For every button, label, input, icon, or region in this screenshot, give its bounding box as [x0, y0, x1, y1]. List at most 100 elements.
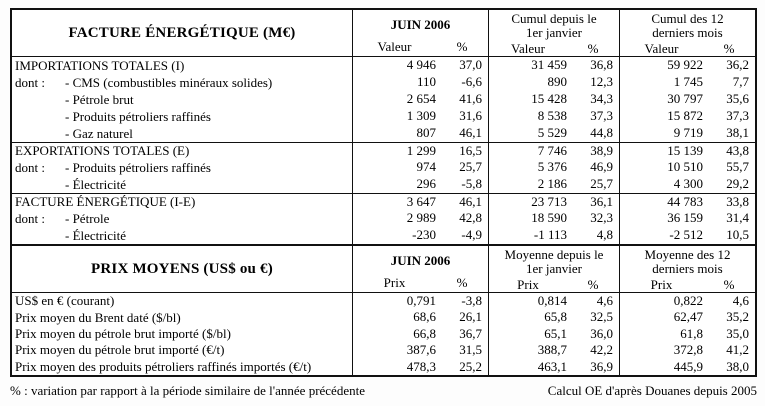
price-cell: 68,6	[413, 309, 436, 325]
value-cell: 7 746	[537, 143, 567, 158]
cell-juin-2006: 974 25,7	[352, 159, 488, 176]
percent-cell: 25,2	[459, 358, 482, 374]
price-cell: 0,814	[537, 293, 567, 308]
percent-cell: 36,2	[726, 57, 749, 72]
source-credit: Calcul OE d'après Douanes depuis 2005	[547, 383, 757, 398]
price-cell: 0,791	[406, 293, 436, 308]
cell-cumul-12-mois: 4 300 29,2	[619, 176, 755, 193]
cell-cumul-12-mois: 30 797 35,6	[619, 91, 755, 108]
table-row: Prix moyen du pétrole brut importé (€/t)…	[12, 342, 755, 359]
percent-definition-note: % : variation par rapport à la période s…	[10, 383, 365, 398]
cell-cumul-12-mois: 10 510 55,7	[619, 159, 755, 176]
percent-cell: 4,6	[732, 293, 749, 308]
subheader-prix: Prix	[383, 275, 406, 290]
value-cell: 3 647	[406, 194, 436, 209]
subheader-percent: %	[456, 39, 468, 54]
percent-cell: 12,3	[590, 74, 613, 89]
table-row: - Gaz naturel 807 46,1 5 529 44,8 9 719 …	[12, 125, 755, 142]
table-row: - Électricité 296 -5,8 2 186 25,7 4 300 …	[12, 176, 755, 193]
cell-juin-2006: 66,8 36,7	[352, 325, 488, 343]
col-group-cumul-janvier: Cumul depuis le 1er janvier Valeur %	[488, 10, 619, 56]
col-subheaders: Valeur %	[620, 41, 755, 56]
percent-cell: 32,5	[590, 309, 613, 325]
cell-cumul-janvier: -1 113 4,8	[488, 227, 619, 244]
cell-juin-2006: 387,6 31,5	[352, 342, 488, 359]
value-cell: 10 510	[667, 159, 703, 174]
row-label-cell: - Pétrole brut	[12, 91, 352, 108]
row-label: Prix moyen des produits pétroliers raffi…	[15, 358, 312, 374]
percent-cell: 31,5	[459, 342, 482, 358]
price-cell: 65,8	[544, 309, 567, 325]
percent-cell: 7,7	[732, 74, 749, 89]
average-prices-table: PRIX MOYENS (US$ ou €) JUIN 2006 Prix % …	[12, 244, 755, 375]
price-cell: 372,8	[673, 342, 703, 358]
cell-juin-2006: 0,791 -3,8	[352, 293, 488, 310]
cell-moyenne-janvier: 65,1 36,0	[488, 325, 619, 343]
table1-title: FACTURE ÉNERGÉTIQUE (M€)	[68, 24, 296, 41]
cell-juin-2006: -230 -4,9	[352, 227, 488, 244]
row-label-cell: US$ en € (courant)	[12, 293, 352, 309]
value-cell: 5 376	[537, 159, 567, 174]
table-row: - Électricité -230 -4,9 -1 113 4,8 -2 51…	[12, 227, 755, 244]
row-label: FACTURE ÉNERGÉTIQUE (I-E)	[15, 194, 196, 209]
price-cell: 463,1	[537, 358, 567, 374]
cell-cumul-12-mois: 36 159 31,4	[619, 210, 755, 227]
price-cell: 62,47	[673, 309, 703, 325]
cell-cumul-12-mois: -2 512 10,5	[619, 227, 755, 244]
row-label-cell: - Produits pétroliers raffinés	[12, 108, 352, 125]
percent-cell: 42,8	[459, 210, 482, 225]
value-cell: 8 538	[537, 108, 567, 123]
percent-cell: 36,9	[590, 358, 613, 374]
table-row: Prix moyen des produits pétroliers raffi…	[12, 358, 755, 375]
percent-cell: 25,7	[459, 159, 482, 174]
cell-moyenne-12-mois: 445,9 38,0	[619, 358, 755, 375]
row-label-cell: FACTURE ÉNERGÉTIQUE (I-E)	[12, 194, 352, 210]
percent-cell: 46,1	[459, 194, 482, 209]
value-cell: 1 309	[406, 108, 436, 123]
value-cell: -230	[412, 227, 436, 242]
percent-cell: 37,0	[459, 57, 482, 72]
percent-cell: 42,2	[590, 342, 613, 358]
cell-moyenne-12-mois: 372,8 41,2	[619, 342, 755, 359]
cell-juin-2006: 110 -6,6	[352, 74, 488, 91]
subheader-percent: %	[456, 275, 468, 290]
price-cell: 387,6	[406, 342, 436, 358]
row-label: - CMS (combustibles minéraux solides)	[65, 74, 273, 90]
table-row: dont : - Produits pétroliers raffinés 97…	[12, 159, 755, 176]
percent-cell: 41,6	[459, 91, 482, 106]
row-label: Prix moyen du Brent daté ($/bl)	[15, 309, 181, 325]
table1-header: FACTURE ÉNERGÉTIQUE (M€) JUIN 2006 Valeu…	[12, 10, 755, 57]
price-cell: 61,8	[680, 325, 703, 341]
subheader-percent: %	[723, 40, 735, 56]
table-row: EXPORTATIONS TOTALES (E) 1 299 16,5 7 74…	[12, 142, 755, 159]
cell-moyenne-janvier: 0,814 4,6	[488, 293, 619, 310]
cell-juin-2006: 807 46,1	[352, 125, 488, 142]
value-cell: 807	[416, 125, 437, 140]
cell-cumul-12-mois: 15 139 43,8	[619, 143, 755, 159]
percent-cell: 10,5	[726, 227, 749, 242]
value-cell: 1 745	[673, 74, 703, 89]
value-cell: 2 989	[406, 210, 436, 225]
price-cell: 388,7	[537, 342, 567, 358]
cell-cumul-janvier: 31 459 36,8	[488, 57, 619, 74]
footnote-bar: % : variation par rapport à la période s…	[10, 383, 757, 399]
row-label-cell: dont : - Pétrole	[12, 210, 352, 227]
cell-moyenne-janvier: 463,1 36,9	[488, 358, 619, 375]
col-group-cumul-12-mois: Cumul des 12 derniers mois Valeur %	[619, 10, 755, 56]
cell-cumul-janvier: 2 186 25,7	[488, 176, 619, 193]
value-cell: -1 113	[533, 227, 567, 242]
percent-cell: 31,6	[459, 108, 482, 123]
cell-juin-2006: 478,3 25,2	[352, 358, 488, 375]
subheader-valeur: Valeur	[644, 40, 679, 56]
percent-cell: 35,0	[726, 325, 749, 341]
percent-cell: 43,8	[726, 143, 749, 158]
value-cell: 5 529	[537, 125, 567, 140]
col-group-title: Cumul des 12 derniers mois	[651, 11, 724, 41]
percent-cell: 32,3	[590, 210, 613, 225]
col-subheaders: Prix %	[489, 277, 619, 292]
subheader-valeur: Valeur	[511, 40, 545, 56]
cell-juin-2006: 1 309 31,6	[352, 108, 488, 125]
row-prefix: dont :	[15, 210, 45, 226]
percent-cell: 29,2	[726, 176, 749, 191]
